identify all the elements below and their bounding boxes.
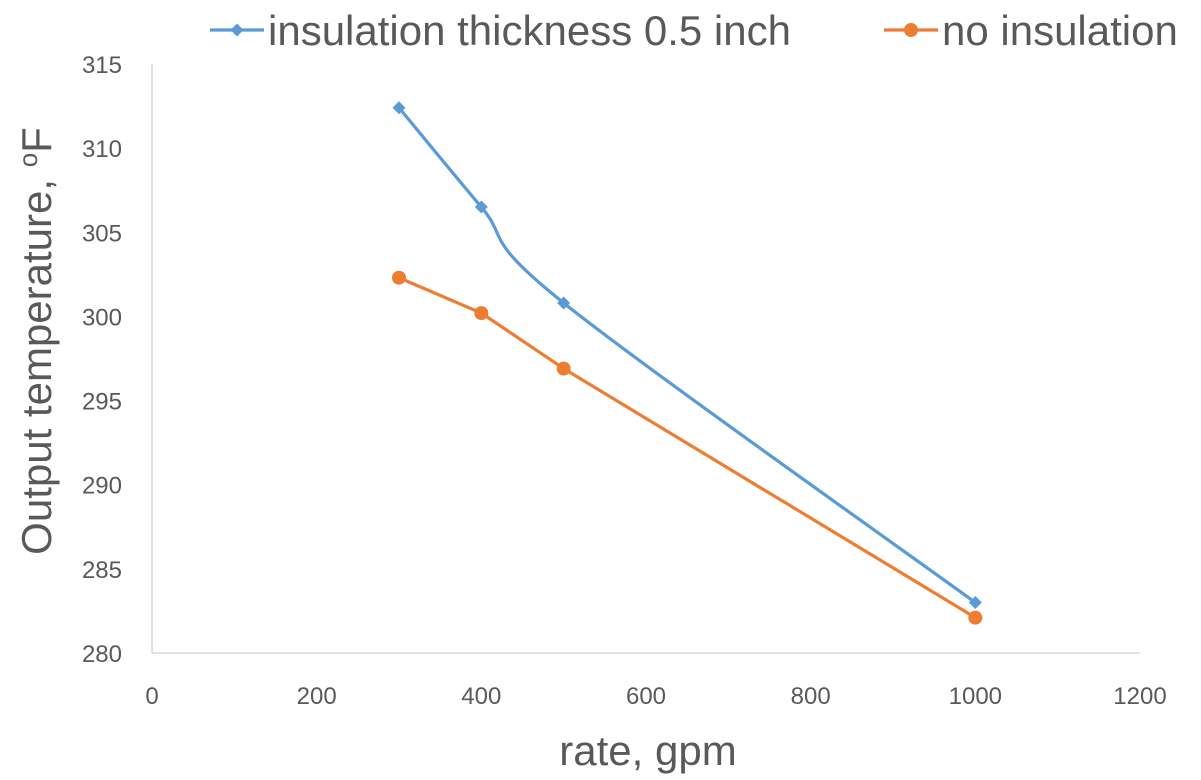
series-group	[392, 101, 983, 625]
x-axis-title: rate, gpm	[559, 727, 736, 774]
y-tick-label: 300	[82, 304, 122, 331]
y-tick-label: 285	[82, 557, 122, 584]
y-tick-label: 290	[82, 473, 122, 500]
data-point-no-insulation	[474, 306, 489, 321]
data-point-insulated	[474, 200, 488, 214]
legend: insulation thickness 0.5 inch no insulati…	[210, 7, 1178, 54]
y-tick-label: 305	[82, 220, 122, 247]
x-tick-label: 600	[626, 683, 666, 710]
y-tick-label: 280	[82, 641, 122, 668]
data-point-insulated	[968, 596, 982, 610]
legend-label-insulated: insulation thickness 0.5 inch	[268, 7, 791, 54]
x-tick-label: 800	[791, 683, 831, 710]
legend-marker-insulated	[230, 23, 244, 37]
x-tick-label: 400	[461, 683, 501, 710]
legend-label-no-insulation: no insulation	[942, 7, 1178, 54]
y-tick-label: 310	[82, 136, 122, 163]
y-axis-title-superscript: o	[13, 153, 43, 167]
series-line-no-insulation	[398, 276, 977, 620]
x-tick-label: 1000	[949, 683, 1002, 710]
data-point-no-insulation	[556, 361, 571, 376]
axes: 0 200 400 600 800 1000 1200 280 285 290 295 300 305 3…	[82, 52, 1167, 710]
x-tick-label: 1200	[1113, 683, 1166, 710]
data-point-insulated	[392, 101, 406, 115]
data-point-insulated	[557, 296, 571, 310]
data-point-no-insulation	[392, 270, 406, 285]
y-tick-label: 295	[82, 389, 122, 416]
y-axis-title-unit: F	[13, 127, 60, 153]
legend-marker-no-insulation	[904, 23, 918, 37]
x-tick-label: 0	[145, 683, 158, 710]
data-point-no-insulation	[968, 610, 983, 625]
series-line-insulated	[397, 106, 977, 604]
x-tick-label: 200	[297, 683, 337, 710]
y-tick-label: 315	[82, 52, 122, 79]
y-axis-title-main: Output temperature,	[13, 167, 60, 555]
y-axis-title: Output temperature, oF	[13, 127, 60, 555]
